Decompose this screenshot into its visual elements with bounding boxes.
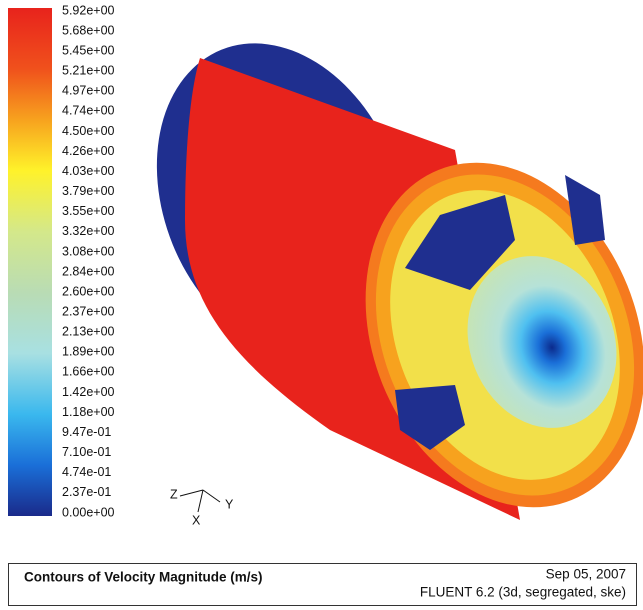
colorbar-label: 9.47e-01 (62, 425, 111, 439)
caption-solver: FLUENT 6.2 (3d, segregated, ske) (420, 585, 626, 600)
colorbar-label: 5.21e+00 (62, 64, 115, 78)
colorbar-label: 4.03e+00 (62, 164, 115, 178)
colorbar-label: 2.60e+00 (62, 284, 115, 298)
colorbar-label: 1.89e+00 (62, 345, 115, 359)
colorbar-label: 4.50e+00 (62, 124, 115, 138)
colorbar-label: 3.79e+00 (62, 184, 115, 198)
colorbar-label: 2.13e+00 (62, 325, 115, 339)
hub (467, 256, 617, 428)
colorbar (8, 8, 52, 516)
colorbar-label: 4.97e+00 (62, 84, 115, 98)
colorbar-label: 5.92e+00 (62, 3, 115, 17)
caption-box (8, 563, 637, 606)
colorbar-label: 4.74e-01 (62, 465, 111, 479)
axis-triad (179, 489, 221, 513)
colorbar-label: 0.00e+00 (62, 505, 115, 519)
colorbar-label: 3.32e+00 (62, 224, 115, 238)
colorbar-label: 3.55e+00 (62, 204, 115, 218)
colorbar-label: 3.08e+00 (62, 244, 115, 258)
colorbar-label: 4.26e+00 (62, 144, 115, 158)
colorbar-label: 5.45e+00 (62, 43, 115, 57)
slot (565, 175, 605, 245)
triad-label: X (192, 513, 201, 527)
colorbar-label: 2.37e+00 (62, 304, 115, 318)
colorbar-labels: 5.92e+00 5.68e+00 5.45e+00 5.21e+00 4.97e+00… (62, 3, 115, 519)
triad-label: Z (170, 487, 178, 501)
colorbar-label: 7.10e-01 (62, 445, 111, 459)
colorbar-label: 2.84e+00 (62, 264, 115, 278)
slot (395, 385, 465, 450)
colorbar-label: 4.74e+00 (62, 104, 115, 118)
colorbar-label: 1.66e+00 (62, 365, 115, 379)
colorbar-label: 1.42e+00 (62, 385, 115, 399)
caption-title: Contours of Velocity Magnitude (m/s) (24, 570, 263, 585)
model (156, 43, 643, 520)
slot (405, 195, 515, 290)
colorbar-label: 2.37e-01 (62, 485, 111, 499)
colorbar-label: 5.68e+00 (62, 23, 115, 37)
triad-label: Y (225, 497, 234, 511)
caption-date: Sep 05, 2007 (546, 567, 626, 582)
colorbar-label: 1.18e+00 (62, 405, 115, 419)
